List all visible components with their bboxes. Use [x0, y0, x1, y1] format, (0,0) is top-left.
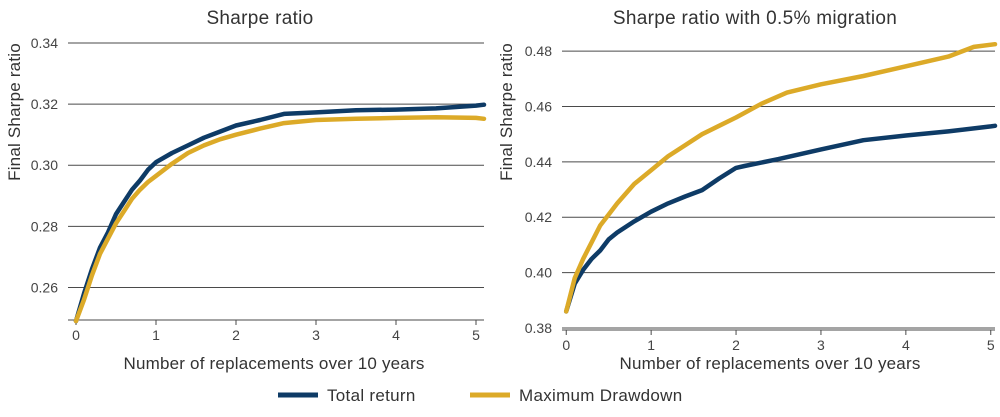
x-tick-label: 0	[562, 337, 570, 353]
x-tick-label: 1	[152, 327, 160, 343]
series	[563, 41, 998, 314]
y-tick-label: 0.44	[525, 154, 552, 170]
ticks: 0.26 0.28 0.30 0.32 0.34 0 1 2 3 4 5	[31, 35, 480, 343]
x-tick-label: 3	[817, 337, 825, 353]
grid	[562, 50, 995, 331]
grid	[68, 42, 484, 321]
x-tick-label: 5	[987, 337, 995, 353]
legend-label-total-return: Total return	[327, 386, 416, 405]
chart-sharpe-ratio-migration: Sharpe ratio with 0.5% migration Final S…	[497, 8, 998, 373]
series-total-return-line	[73, 102, 487, 324]
y-tick-label: 0.28	[31, 218, 58, 234]
y-tick-label: 0.34	[31, 35, 58, 51]
x-axis-label: Number of replacements over 10 years	[619, 354, 920, 373]
y-tick-label: 0.32	[31, 96, 58, 112]
y-tick-label: 0.30	[31, 157, 58, 173]
x-tick-label: 2	[732, 337, 740, 353]
y-tick-label: 0.26	[31, 279, 58, 295]
y-tick-label: 0.46	[525, 98, 552, 114]
x-tick-label: 1	[647, 337, 655, 353]
legend: Total return Maximum Drawdown	[278, 386, 683, 405]
chart-title: Sharpe ratio	[206, 8, 313, 29]
ticks: 0.38 0.40 0.42 0.44 0.46 0.48 0 1 2 3 4 5	[525, 43, 995, 353]
series	[73, 102, 487, 324]
x-tick-label: 4	[392, 327, 400, 343]
y-tick-label: 0.38	[525, 320, 552, 336]
chart-sharpe-ratio: Sharpe ratio Final Sharpe ratio Number o…	[5, 8, 487, 373]
x-tick-label: 4	[902, 337, 910, 353]
y-axis-label: Final Sharpe ratio	[5, 43, 24, 181]
legend-label-max-drawdown: Maximum Drawdown	[519, 386, 683, 405]
x-tick-label: 2	[232, 327, 240, 343]
y-tick-label: 0.42	[525, 209, 552, 225]
x-axis-label: Number of replacements over 10 years	[123, 354, 424, 373]
series-max-drawdown-line	[73, 115, 487, 324]
series-total-return-line	[563, 123, 998, 314]
y-axis-label: Final Sharpe ratio	[497, 43, 516, 181]
x-tick-label: 3	[312, 327, 320, 343]
series-max-drawdown-line	[563, 41, 998, 314]
y-tick-label: 0.40	[525, 265, 552, 281]
chart-title: Sharpe ratio with 0.5% migration	[613, 8, 897, 29]
x-tick-label: 0	[72, 327, 80, 343]
y-tick-label: 0.48	[525, 43, 552, 59]
x-tick-label: 5	[472, 327, 480, 343]
